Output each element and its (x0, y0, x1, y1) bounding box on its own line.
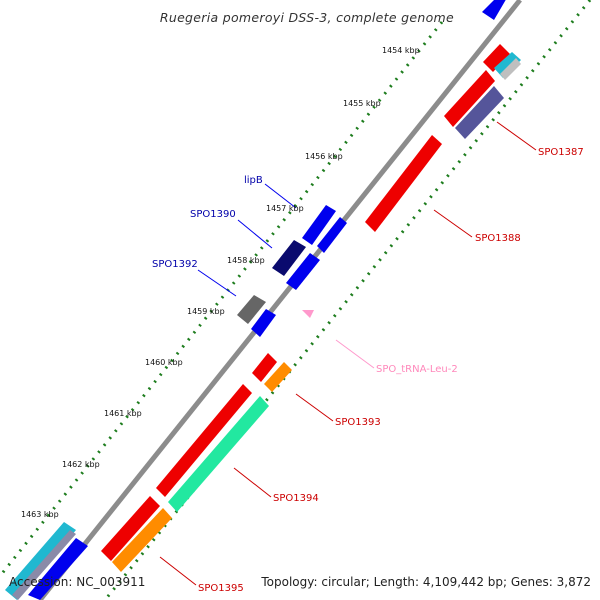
cds-spo1394[interactable] (168, 396, 269, 512)
label-spo1395[interactable]: SPO1395 (198, 583, 244, 594)
label-spo1394[interactable]: SPO1394 (273, 493, 319, 504)
genome-summary-text: Topology: circular; Length: 4,109,442 bp… (260, 575, 591, 589)
cds-spo1387-main[interactable] (444, 70, 495, 127)
cds-bottom-blue[interactable] (28, 538, 88, 600)
map-title: Ruegeria pomeroyi DSS-3, complete genome (160, 10, 454, 25)
label-spo1392[interactable]: SPO1392 (152, 259, 198, 270)
cds-spo1394-red[interactable] (156, 384, 252, 497)
genome-backbone (38, 0, 522, 600)
label-lipb[interactable]: lipB (244, 175, 263, 186)
leader-spo1388 (433, 209, 473, 238)
label-spo1387[interactable]: SPO1387 (538, 147, 584, 158)
label-trna[interactable]: SPO_tRNA-Leu-2 (376, 364, 458, 375)
cds-lipb[interactable] (302, 205, 336, 245)
label-spo1390[interactable]: SPO1390 (190, 209, 236, 220)
leader-trna (335, 339, 375, 369)
cds-spo1387-slate[interactable] (455, 86, 504, 139)
ruler-tick-label: 1456 kbp (305, 152, 343, 161)
cds-top-blue[interactable] (482, 0, 508, 20)
label-spo1388[interactable]: SPO1388 (475, 233, 521, 244)
gc-track-inner (0, 21, 444, 577)
cds-spo1392[interactable] (237, 295, 266, 324)
ruler-tick-label: 1462 kbp (62, 460, 100, 469)
ruler-tick-label: 1459 kbp (187, 307, 225, 316)
ruler-tick-label: 1460 kbp (145, 358, 183, 367)
cds-spo1395[interactable] (112, 508, 172, 572)
leader-spo1387 (496, 121, 537, 151)
ruler-tick-label: 1461 kbp (104, 409, 142, 418)
cds-spo1387-a[interactable] (483, 44, 510, 72)
accession-text: Accession: NC_003911 (9, 575, 145, 589)
cds-spo1387-c[interactable] (500, 58, 521, 80)
ruler-tick-label: 1458 kbp (227, 256, 265, 265)
cds-lipb-b[interactable] (317, 217, 347, 253)
trna-marker[interactable] (302, 310, 314, 318)
cds-spo1390[interactable] (272, 240, 306, 276)
leader-spo1392 (197, 269, 237, 297)
leader-lipb (264, 183, 297, 209)
cds-bottom-gray[interactable] (12, 530, 76, 600)
cds-spo1393-a[interactable] (252, 353, 277, 382)
cds-spo1390-b[interactable] (286, 253, 320, 290)
leader-spo1393 (295, 393, 334, 422)
cds-spo1395-red[interactable] (101, 496, 160, 561)
cds-spo1387-b[interactable] (494, 52, 521, 78)
leader-spo1394 (233, 467, 272, 498)
label-spo1393[interactable]: SPO1393 (335, 417, 381, 428)
cds-bottom-cyan[interactable] (5, 522, 76, 600)
cds-spo1393[interactable] (264, 362, 292, 392)
ruler-tick-label: 1463 kbp (21, 510, 59, 519)
cds-spo1392-b[interactable] (251, 309, 276, 337)
ruler-tick-label: 1454 kbp (382, 46, 420, 55)
cds-spo1388[interactable] (365, 135, 442, 232)
leader-spo1395 (159, 556, 197, 586)
ruler-tick-label: 1457 kbp (266, 204, 304, 213)
ruler-tick-label: 1455 kbp (343, 99, 381, 108)
leader-spo1390 (237, 219, 273, 249)
